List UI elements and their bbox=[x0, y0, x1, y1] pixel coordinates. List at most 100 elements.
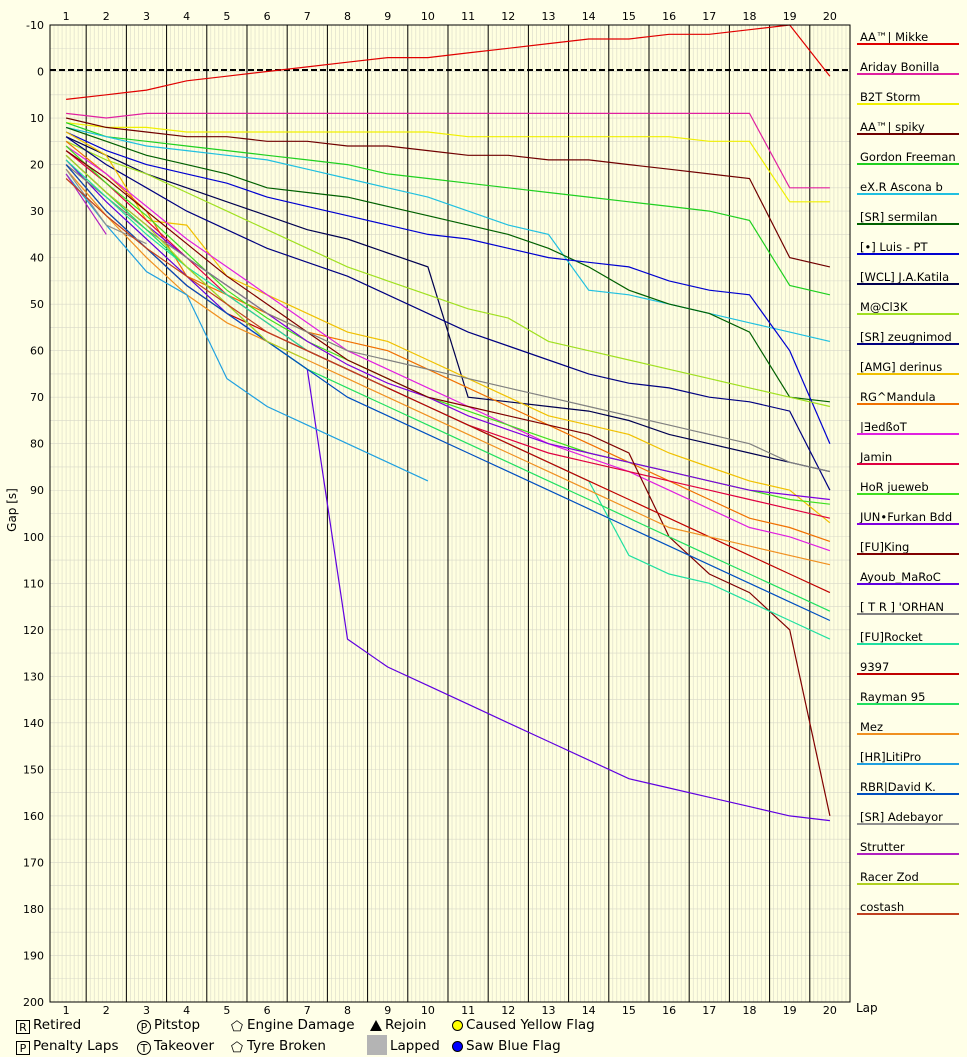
y-tick-label: 200 bbox=[23, 996, 44, 1009]
y-tick-label: -10 bbox=[26, 19, 44, 32]
x-tick-label-top: 16 bbox=[662, 10, 676, 23]
legend-entry-swatch bbox=[857, 73, 959, 75]
series-line bbox=[65, 126, 830, 403]
x-tick-label-top: 4 bbox=[183, 10, 190, 23]
x-tick-label-top: 11 bbox=[461, 10, 475, 23]
x-axis-label: Lap bbox=[856, 1001, 878, 1015]
legend-entry: costash bbox=[857, 900, 961, 930]
legend-entry-label: eX.R Ascona b bbox=[860, 180, 943, 194]
x-tick-label-top: 2 bbox=[103, 10, 110, 23]
legend-entry-swatch bbox=[857, 463, 959, 465]
y-tick-label: 120 bbox=[23, 624, 44, 637]
y-tick-label: 180 bbox=[23, 903, 44, 916]
series-line bbox=[65, 136, 831, 491]
legend-entry-label: [AMG] derinus bbox=[860, 360, 943, 374]
x-tick-label-bottom: 7 bbox=[304, 1004, 311, 1015]
legend-entry-label: [SR] zeugnimod bbox=[860, 330, 952, 344]
y-tick-label: 170 bbox=[23, 856, 44, 869]
x-tick-label-top: 12 bbox=[501, 10, 515, 23]
x-tick-label-top: 20 bbox=[823, 10, 837, 23]
legend-entry-swatch bbox=[857, 523, 959, 525]
legend-entry-swatch bbox=[857, 493, 959, 495]
series-line bbox=[65, 140, 831, 542]
y-tick-label: 40 bbox=[30, 252, 44, 265]
y-tick-label: 0 bbox=[37, 66, 44, 79]
legend-entry-label: [FU]Rocket bbox=[860, 630, 923, 644]
series-line bbox=[65, 145, 831, 552]
legend-entry-label: [FU]King bbox=[860, 540, 910, 554]
lapped-swatch-icon bbox=[367, 1035, 387, 1055]
legend-entry: [•] Luis - PT bbox=[857, 240, 961, 270]
x-tick-label-bottom: 20 bbox=[823, 1004, 837, 1015]
legend-entry-label: [•] Luis - PT bbox=[860, 240, 928, 254]
legend-entry-swatch bbox=[857, 253, 959, 255]
legend-engine-damage: ⬠ Engine Damage bbox=[230, 1017, 355, 1035]
legend-entry-swatch bbox=[857, 373, 959, 375]
legend-entry-label: B2T Storm bbox=[860, 90, 921, 104]
x-tick-label-bottom: 3 bbox=[143, 1004, 150, 1015]
legend-entry-swatch bbox=[857, 433, 959, 435]
x-tick-label-bottom: 9 bbox=[384, 1004, 391, 1015]
x-tick-label-top: 13 bbox=[541, 10, 555, 23]
y-axis-label: Gap [s] bbox=[5, 488, 19, 532]
y-tick-label: 70 bbox=[30, 391, 44, 404]
series-line bbox=[65, 136, 831, 473]
y-tick-label: 80 bbox=[30, 438, 44, 451]
legend-entry-label: Racer Zod bbox=[860, 870, 919, 884]
x-tick-label-top: 9 bbox=[384, 10, 391, 23]
legend-entry: HoR jueweb bbox=[857, 480, 961, 510]
legend-entry-swatch bbox=[857, 823, 959, 825]
legend-entry-swatch bbox=[857, 283, 959, 285]
series-line bbox=[65, 131, 831, 444]
legend-entry-swatch bbox=[857, 163, 959, 165]
legend-entry: eX.R Ascona b bbox=[857, 180, 961, 210]
legend-entry-swatch bbox=[857, 313, 959, 315]
series-line bbox=[65, 140, 831, 408]
legend-entry-swatch bbox=[857, 883, 959, 885]
x-ticks-bottom: 1 2 3 4 5 6 7 8 9 10 11 12 13 14 15 16 17 18 19 20 bbox=[63, 1004, 837, 1015]
legend-entry: [FU]King bbox=[857, 540, 961, 570]
legend-entry-label: |ƎedßoT bbox=[860, 420, 907, 434]
x-tick-label-bottom: 18 bbox=[742, 1004, 756, 1015]
legend-caused-yellow: Caused Yellow Flag bbox=[452, 1017, 595, 1033]
legend-entry-swatch bbox=[857, 223, 959, 225]
y-tick-label: 20 bbox=[30, 159, 44, 172]
legend-entry-swatch bbox=[857, 673, 959, 675]
legend-entry-label: costash bbox=[860, 900, 905, 914]
engine-damage-icon: ⬠ bbox=[230, 1019, 244, 1035]
legend-entry: [FU]Rocket bbox=[857, 630, 961, 660]
legend-entry-swatch bbox=[857, 343, 959, 345]
legend-entry-label: HoR jueweb bbox=[860, 480, 929, 494]
legend-entry: JUN•Furkan Bdd bbox=[857, 510, 961, 540]
y-tick-label: 30 bbox=[30, 205, 44, 218]
x-tick-label-bottom: 15 bbox=[622, 1004, 636, 1015]
legend-entry-swatch bbox=[857, 43, 959, 45]
y-tick-label: 150 bbox=[23, 763, 44, 776]
series-line bbox=[65, 159, 830, 822]
legend-entry: [WCL] J.A.Katila bbox=[857, 270, 961, 300]
legend-entry-swatch bbox=[857, 193, 959, 195]
tyre-broken-icon: ⬠ bbox=[230, 1040, 244, 1056]
y-tick-label: 50 bbox=[30, 298, 44, 311]
legend-entry-swatch bbox=[857, 103, 959, 105]
series-line bbox=[65, 168, 831, 566]
series-line bbox=[65, 117, 831, 268]
legend-entry: Ariday Bonilla bbox=[857, 60, 961, 90]
x-tick-label-bottom: 10 bbox=[421, 1004, 435, 1015]
legend-entry: B2T Storm bbox=[857, 90, 961, 120]
legend-entry-swatch bbox=[857, 553, 959, 555]
series-line bbox=[65, 173, 429, 482]
x-tick-label-top: 8 bbox=[344, 10, 351, 23]
legend-entry: RBR|David K. bbox=[857, 780, 961, 810]
legend-entry-label: [HR]LitiPro bbox=[860, 750, 922, 764]
y-tick-label: 60 bbox=[30, 345, 44, 358]
legend-entry: Rayman 95 bbox=[857, 690, 961, 720]
legend-entry: [HR]LitiPro bbox=[857, 750, 961, 780]
x-tick-label-top: 15 bbox=[622, 10, 636, 23]
legend-entry-label: RG^Mandula bbox=[860, 390, 936, 404]
legend-entry: Jamin bbox=[857, 450, 961, 480]
legend-entry: [SR] sermilan bbox=[857, 210, 961, 240]
legend-entry-label: AA™| Mikke bbox=[860, 30, 929, 44]
x-tick-label-bottom: 1 bbox=[63, 1004, 70, 1015]
